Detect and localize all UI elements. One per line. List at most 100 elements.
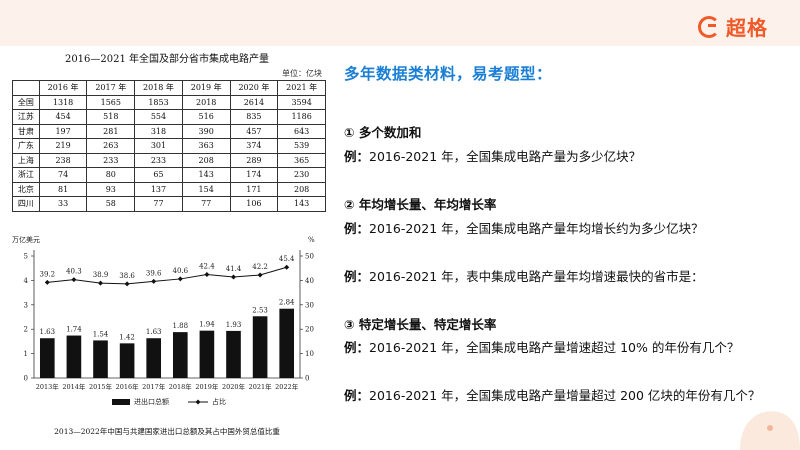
top-bar: 超格 (0, 0, 800, 46)
x-tick-label: 2017年 (142, 382, 166, 391)
table-cell: 143 (277, 196, 326, 212)
table-row-label: 北京 (12, 181, 40, 197)
table-cell: 1318 (38, 94, 88, 110)
x-tick-label: 2018年 (169, 382, 193, 391)
left-tick-label: 4 (24, 277, 29, 285)
table-cell: 263 (86, 138, 136, 154)
legend-line-marker (195, 399, 201, 405)
example-5: 例：2016-2021 年，全国集成电路产量增量超过 200 亿块的年份有几个？ (344, 385, 760, 404)
share-value-label: 39.2 (40, 270, 56, 278)
right-tick-label: 30 (305, 301, 314, 309)
share-point (71, 277, 77, 283)
share-point (98, 280, 103, 286)
table-row-label: 广东 (12, 138, 40, 154)
bar (199, 330, 215, 378)
table-cell: 1186 (277, 109, 326, 125)
table-cell: 454 (38, 109, 88, 125)
table-cell: 93 (86, 181, 136, 197)
table-cell: 281 (86, 123, 136, 139)
left-tick-label: 5 (24, 253, 28, 261)
right-axis-title: % (308, 236, 315, 244)
table-cell: 219 (38, 138, 88, 154)
bar (172, 332, 188, 378)
table-cell: 374 (229, 138, 279, 154)
example-prefix: 例： (344, 149, 370, 164)
table-cell: 318 (134, 123, 183, 139)
table-row: 四川 33 58 77 77 106 143 (12, 196, 326, 212)
table-cell: 518 (86, 109, 136, 125)
table-cell: 197 (38, 123, 88, 139)
share-point (231, 274, 236, 280)
share-line (47, 266, 287, 285)
table-cell: 233 (134, 152, 183, 168)
table-cell: 233 (86, 152, 136, 168)
share-value-label: 38.6 (119, 272, 135, 280)
trade-chart-svg: 万亿美元 %012345010203040501.632013年1.742014年… (12, 235, 315, 436)
table-cell: 2018 (181, 94, 231, 110)
table-cell: 2614 (229, 94, 279, 110)
share-point (151, 278, 157, 284)
table-cell: 238 (38, 152, 88, 168)
table-cell: 208 (277, 181, 326, 197)
table-cell: 516 (181, 109, 231, 125)
share-value-label: 40.6 (173, 267, 189, 275)
table-row-label: 江苏 (12, 109, 40, 125)
table-cell: 74 (38, 167, 88, 183)
x-tick-label: 2013年 (36, 382, 60, 391)
share-value-label: 41.4 (226, 265, 242, 273)
bar-value-label: 1.42 (119, 333, 135, 341)
table-cell: 835 (229, 109, 279, 125)
table-cell: 106 (229, 196, 279, 212)
bar (226, 330, 241, 378)
share-value-label: 39.6 (146, 269, 162, 277)
right-tick-label: 50 (305, 253, 314, 261)
table-row: 江苏 454 518 554 516 835 1186 (12, 109, 326, 125)
left-tick-label: 0 (24, 375, 28, 383)
table-cell: 58 (86, 196, 136, 212)
example-2: 例：2016-2021 年，全国集成电路产量年均增长约为多少亿块？ (344, 218, 704, 237)
table-cell: 171 (229, 181, 279, 197)
table-cell: 1853 (134, 94, 183, 110)
table-row: 上海 238 233 233 208 289 365 (12, 152, 326, 168)
table-cell: 208 (181, 152, 231, 168)
bar-value-label: 1.94 (199, 321, 215, 329)
legend-bar-swatch (112, 399, 130, 405)
share-point (204, 272, 210, 278)
bar-value-label: 1.54 (93, 330, 109, 338)
source-material-panel: 2016—2021 年全国及部分省市集成电路产量 单位：亿块 2016 年 20… (8, 46, 326, 442)
table-row: 全国 1318 1565 1853 2018 2614 3594 (12, 94, 326, 110)
share-point (257, 272, 263, 278)
question-types-panel: 多年数据类材料，易考题型： ① 多个数加和 例：2016-2021 年，全国集成… (344, 62, 794, 403)
x-tick-label: 2020年 (222, 382, 246, 391)
example-text: 2016-2021 年，全国集成电路产量为多少亿块？ (369, 149, 642, 164)
x-tick-label: 2021年 (249, 382, 273, 391)
bar-value-label: 2.84 (279, 299, 295, 307)
bar (146, 338, 162, 378)
chart-title: 2013—2022年中国与共建国家进出口总额及其占中国外贸总值比重 (54, 426, 280, 436)
example-text: 2016-2021 年，全国集成电路产量增速超过 10% 的年份有几个？ (369, 340, 740, 355)
table-cell: 289 (229, 152, 279, 168)
table-header-cell: 2021 年 (277, 80, 326, 96)
table-row-label: 全国 (12, 94, 40, 110)
brand-logo-icon (698, 15, 720, 38)
table-row: 浙江 74 80 65 143 174 230 (12, 167, 326, 183)
table-row: 广东 219 263 301 363 374 539 (12, 138, 326, 154)
table-cell: 174 (229, 167, 279, 183)
bar (252, 316, 268, 378)
table-header-row: 2016 年 2017 年 2018 年 2019 年 2020 年 2021 … (12, 80, 326, 96)
table-cell: 3594 (277, 94, 326, 110)
bar (39, 338, 55, 378)
share-value-label: 45.4 (279, 255, 295, 263)
example-text: 2016-2021 年，表中集成电路产量年均增速最快的省市是： (369, 269, 704, 284)
table-cell: 80 (86, 167, 136, 183)
section-title-1: ① 多个数加和 (344, 125, 422, 140)
share-value-label: 40.3 (66, 268, 82, 276)
example-prefix: 例： (344, 221, 370, 236)
bar-value-label: 2.53 (252, 306, 268, 314)
example-prefix: 例： (344, 340, 370, 355)
x-tick-label: 2014年 (62, 382, 86, 391)
right-tick-label: 10 (305, 350, 314, 358)
production-table: 2016 年 2017 年 2018 年 2019 年 2020 年 2021 … (12, 80, 326, 212)
page-heading: 多年数据类材料，易考题型： (344, 65, 553, 83)
example-text: 2016-2021 年，全国集成电路产量增量超过 200 亿块的年份有几个？ (369, 388, 761, 403)
